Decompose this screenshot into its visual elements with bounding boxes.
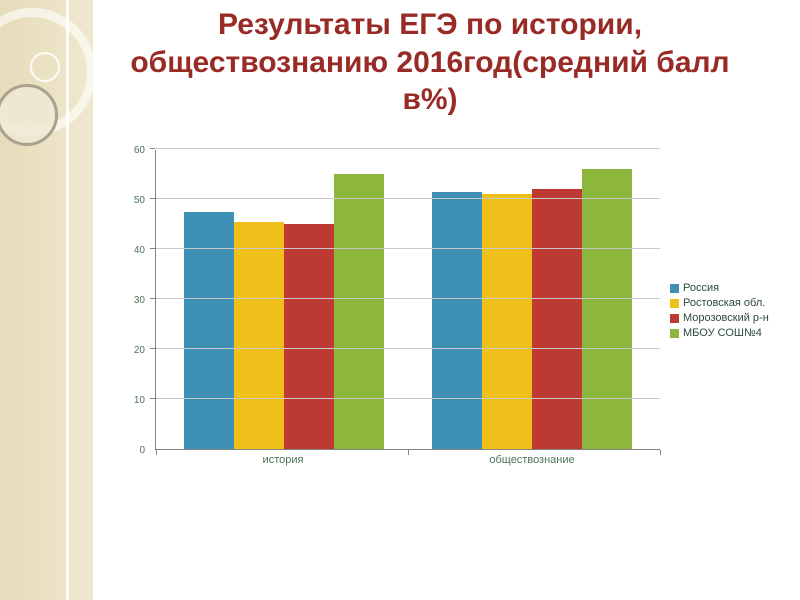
gridline xyxy=(150,298,660,299)
x-axis-tick xyxy=(660,450,661,455)
y-tick-label: 50 xyxy=(133,195,145,206)
decorative-stripe xyxy=(66,0,69,600)
bar-group xyxy=(184,174,384,449)
x-axis-tick xyxy=(156,450,157,455)
y-tick-label: 0 xyxy=(139,445,145,456)
bar-chart: 0 10 20 30 40 50 60 история обществознание Росс… xyxy=(125,145,785,480)
legend-item: Морозовский р-н xyxy=(670,312,769,324)
gridline xyxy=(150,248,660,249)
slide-title-line: обществознанию 2016год(средний балл xyxy=(130,45,730,79)
legend-swatch xyxy=(670,298,679,308)
y-tick-label: 40 xyxy=(133,245,145,256)
legend-label: Ростовская обл. xyxy=(683,297,766,309)
bar xyxy=(234,221,284,449)
bar xyxy=(432,191,482,449)
y-tick-label: 10 xyxy=(133,395,145,406)
slide-title: Результаты ЕГЭ по истории, обществознани… xyxy=(70,6,790,119)
chart-legend: Россия Ростовская обл. Морозовский р-н МБОУ… xyxy=(670,282,769,342)
legend-label: Россия xyxy=(683,282,720,294)
slide-title-line: Результаты ЕГЭ по истории, xyxy=(217,8,643,41)
bar xyxy=(532,189,582,449)
bar xyxy=(482,194,532,449)
legend-item: Россия xyxy=(670,282,769,294)
legend-swatch xyxy=(670,313,679,323)
x-axis: история обществознание xyxy=(155,450,660,466)
gridline xyxy=(150,198,660,199)
gridline xyxy=(150,348,660,349)
slide-title-line: в%) xyxy=(402,83,458,116)
decorative-circle xyxy=(30,52,60,82)
legend-label: МБОУ СОШ№4 xyxy=(683,327,762,339)
legend-item: Ростовская обл. xyxy=(670,297,769,309)
bar xyxy=(184,211,234,449)
sidebar-decoration xyxy=(0,0,93,600)
bar xyxy=(284,224,334,449)
gridline xyxy=(150,148,660,149)
y-axis: 0 10 20 30 40 50 60 xyxy=(125,145,151,456)
legend-swatch xyxy=(670,283,679,293)
plot-area xyxy=(150,148,661,455)
x-category-label: история xyxy=(262,454,304,466)
x-axis-tick xyxy=(408,450,409,455)
x-category-label: обществознание xyxy=(489,454,575,466)
bar xyxy=(582,169,632,449)
bar-group xyxy=(432,169,632,449)
y-tick-label: 20 xyxy=(133,345,145,356)
legend-item: МБОУ СОШ№4 xyxy=(670,327,769,339)
y-tick-label: 60 xyxy=(133,145,145,156)
decorative-circle xyxy=(0,84,58,146)
bar xyxy=(334,174,384,449)
gridline xyxy=(150,398,660,399)
y-tick-label: 30 xyxy=(133,295,145,306)
legend-swatch xyxy=(670,328,679,338)
legend-label: Морозовский р-н xyxy=(683,312,769,324)
